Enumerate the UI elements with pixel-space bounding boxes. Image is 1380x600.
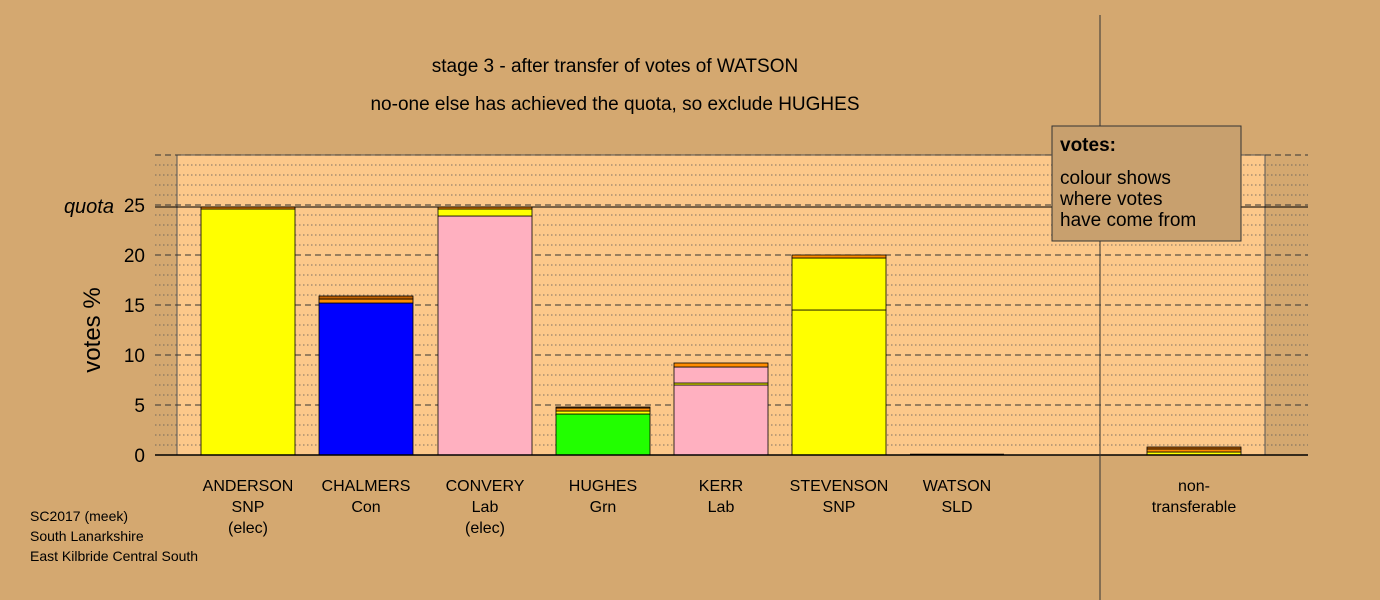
legend-line-2: where votes <box>1059 189 1162 210</box>
bar-segment <box>673 362 769 368</box>
y-tick-label: 20 <box>124 246 145 267</box>
x-tick-label: Lab <box>708 499 735 516</box>
bar-segment <box>1146 446 1242 450</box>
bar-segment <box>791 257 887 311</box>
y-tick-label: 0 <box>134 446 145 467</box>
bar-segment <box>555 410 651 415</box>
x-tick-label: Grn <box>590 499 617 516</box>
x-tick-label: CHALMERS <box>322 478 411 495</box>
x-tick-label: HUGHES <box>569 478 637 495</box>
x-tick-label: SNP <box>232 499 265 516</box>
x-tick-label: Con <box>351 499 380 516</box>
x-tick-label: CONVERY <box>446 478 525 495</box>
legend: votes: colour shows where votes have com… <box>1051 125 1242 242</box>
bar-segment <box>673 366 769 384</box>
bars-group <box>200 206 1242 456</box>
bar-segment <box>791 254 887 259</box>
bar-segment <box>318 302 414 456</box>
y-tick-label: 25 <box>124 196 145 217</box>
bar-segment <box>200 208 296 456</box>
x-tick-label: (elec) <box>228 520 268 537</box>
x-tick-label: WATSON <box>923 478 991 495</box>
y-tick-label: 15 <box>124 296 145 317</box>
x-tick-label: (elec) <box>465 520 505 537</box>
x-tick-label: STEVENSON <box>790 478 889 495</box>
bar-segment <box>318 298 414 304</box>
footer-ward: East Kilbride Central South <box>30 548 198 564</box>
footer-council: South Lanarkshire <box>30 528 144 544</box>
legend-line-1: colour shows <box>1060 168 1171 189</box>
y-tick-label: 10 <box>124 346 145 367</box>
footer-election: SC2017 (meek) <box>30 508 128 524</box>
y-axis-ticks: 0 5 10 15 20 25 <box>124 196 145 467</box>
footer-notes: SC2017 (meek) South Lanarkshire East Kil… <box>30 508 198 564</box>
chart-title: stage 3 - after transfer of votes of WAT… <box>432 56 798 77</box>
legend-line-3: have come from <box>1060 210 1196 231</box>
y-tick-label: 5 <box>134 396 145 417</box>
bar-segment <box>1146 448 1242 453</box>
x-axis-labels: ANDERSON SNP (elec) CHALMERS Con CONVERY Lab (e… <box>203 478 1237 537</box>
bar-segment <box>437 215 533 456</box>
legend-title: votes: <box>1060 135 1116 156</box>
x-tick-label: transferable <box>1152 499 1237 516</box>
bar-segment <box>555 407 651 412</box>
bar-segment <box>555 413 651 456</box>
x-tick-label: SLD <box>941 499 972 516</box>
x-tick-label: SNP <box>823 499 856 516</box>
legend-box <box>1051 125 1242 242</box>
x-tick-label: Lab <box>472 499 499 516</box>
bar-segment <box>318 295 414 300</box>
bar-segment <box>555 406 651 409</box>
x-tick-label: KERR <box>699 478 743 495</box>
bar-segment <box>673 384 769 456</box>
x-tick-label: ANDERSON <box>203 478 294 495</box>
y-axis-label: votes % <box>79 287 106 372</box>
chart-subtitle: no-one else has achieved the quota, so e… <box>370 94 859 115</box>
bar-segment <box>791 309 887 456</box>
x-tick-label: non- <box>1178 478 1210 495</box>
bar-segment <box>437 208 533 217</box>
quota-label: quota <box>64 196 114 218</box>
